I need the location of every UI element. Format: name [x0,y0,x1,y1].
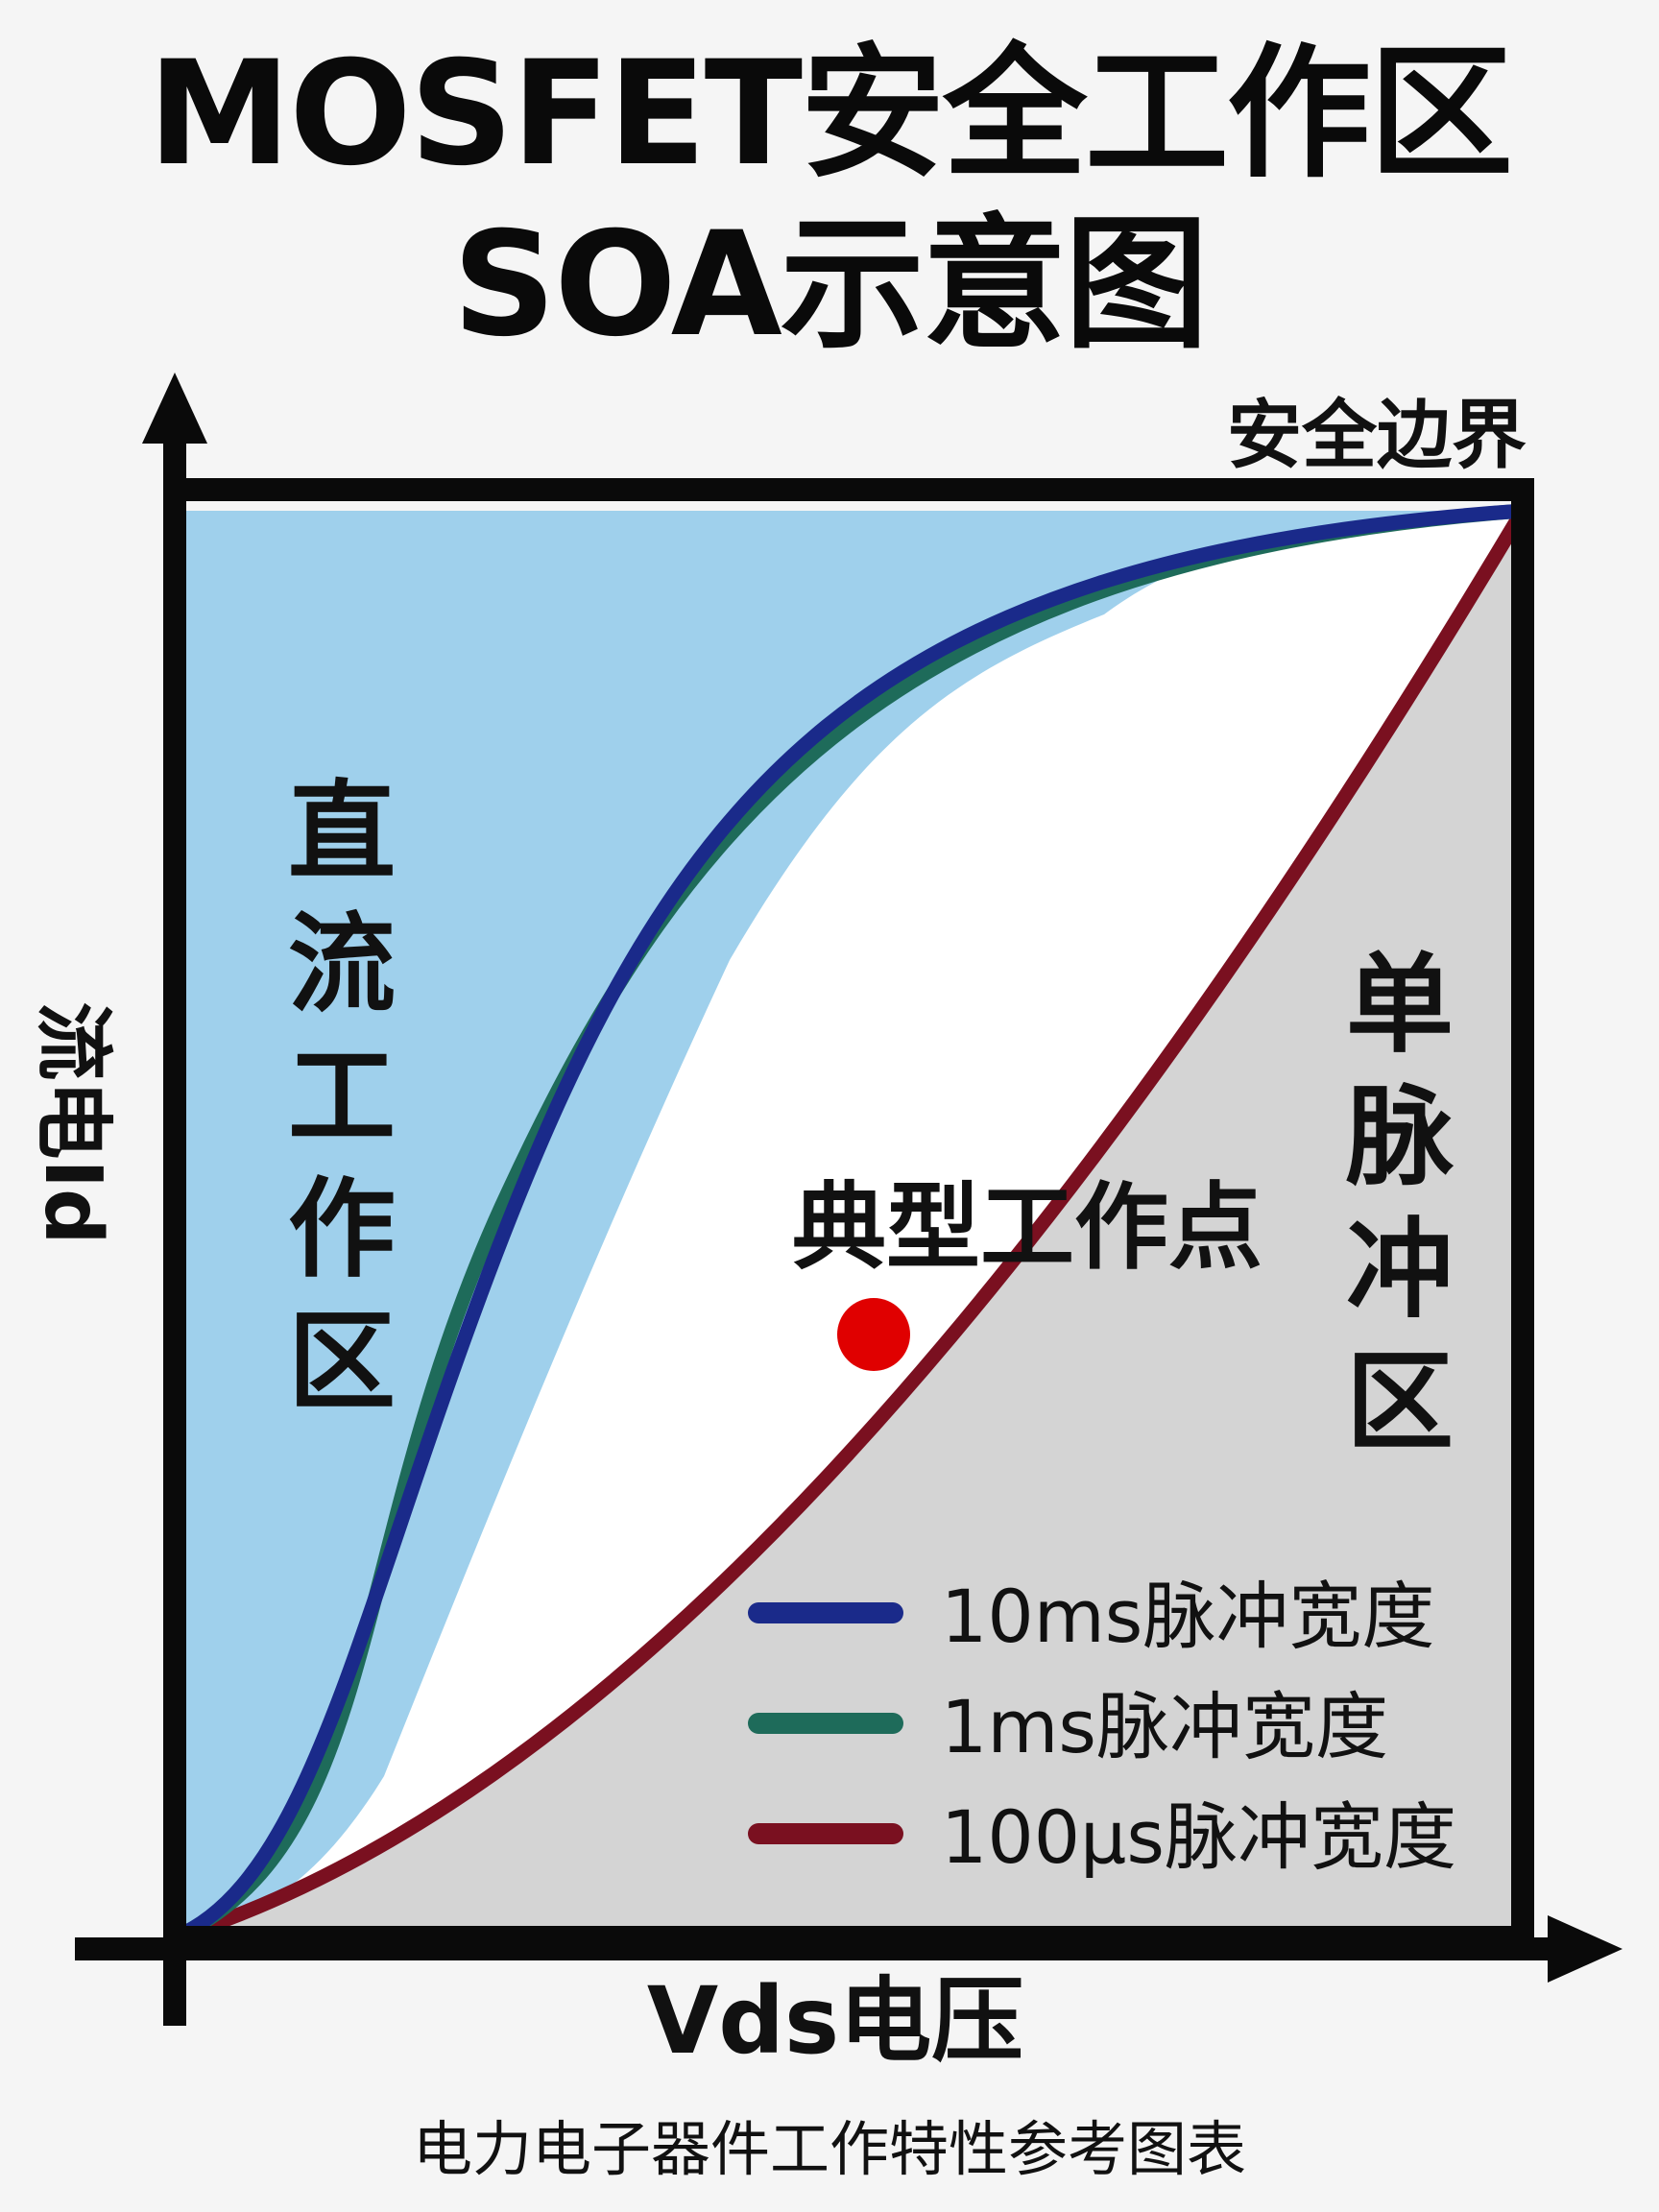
single-pulse-region-label-char: 冲 [1346,1208,1454,1333]
dc-region-label-char: 流 [288,902,396,1027]
curve-1ms [167,503,1530,1945]
typical-point-label: 典型工作点 [792,1173,1262,1283]
title-line-1: MOSFET安全工作区 [147,31,1513,198]
dc-region-label-char: 直 [288,770,396,895]
single-pulse-region-label-char: 单 [1346,943,1454,1068]
middle-region-fill [175,511,1523,1937]
y-axis-arrow [142,373,207,444]
dc-region-label-char: 区 [288,1300,396,1425]
caption: 电力电子器件工作特性参考图表 [413,2114,1246,2184]
y-axis-label: 流电Id [27,1001,118,1244]
dc-region-label-char: 作 [288,1167,396,1292]
safe-boundary-label: 安全边界 [1227,393,1527,479]
single-pulse-region-label-char: 脉 [1346,1075,1455,1200]
curve-10ms [167,503,1530,1945]
typical-point-marker [837,1298,910,1371]
title-line-2: SOA示意图 [452,202,1209,369]
single-pulse-region-label-char: 区 [1346,1340,1454,1465]
legend-label: 10ms脉冲宽度 [941,1574,1434,1659]
legend-label: 1ms脉冲宽度 [941,1684,1388,1769]
dc-region-label-char: 工 [288,1035,396,1160]
x-axis-label: Vds电压 [647,1967,1023,2075]
x-axis-arrow [1548,1915,1623,1983]
dc-region-fill [175,510,1523,1938]
legend-label: 100µs脉冲宽度 [941,1794,1456,1880]
pulse-region-fill [175,511,1523,1937]
legend: 10ms脉冲宽度 1ms脉冲宽度 100µs脉冲宽度 [748,1574,1456,1880]
page-title: MOSFET安全工作区 SOA示意图 [0,29,1659,371]
curve-100us [167,503,1530,1945]
